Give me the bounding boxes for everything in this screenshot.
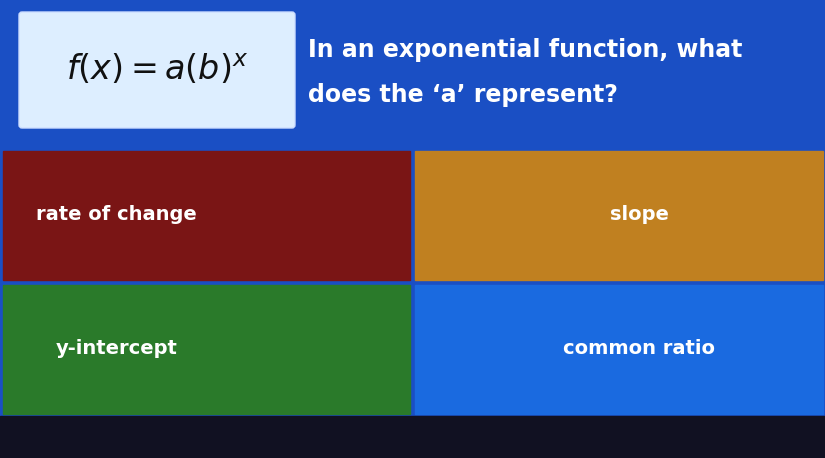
Text: common ratio: common ratio: [563, 339, 715, 359]
Text: $f(x) = a(b)^x$: $f(x) = a(b)^x$: [66, 53, 248, 87]
FancyBboxPatch shape: [19, 12, 295, 128]
Bar: [0, 416, 825, 458]
Text: In an exponential function, what: In an exponential function, what: [308, 38, 742, 62]
Bar: [415, 284, 823, 414]
Bar: [415, 151, 823, 279]
Text: slope: slope: [610, 206, 668, 224]
Bar: [2, 151, 410, 279]
Text: does the ‘a’ represent?: does the ‘a’ represent?: [308, 83, 618, 107]
Bar: [2, 284, 410, 414]
Text: y-intercept: y-intercept: [55, 339, 177, 359]
Text: rate of change: rate of change: [36, 206, 197, 224]
